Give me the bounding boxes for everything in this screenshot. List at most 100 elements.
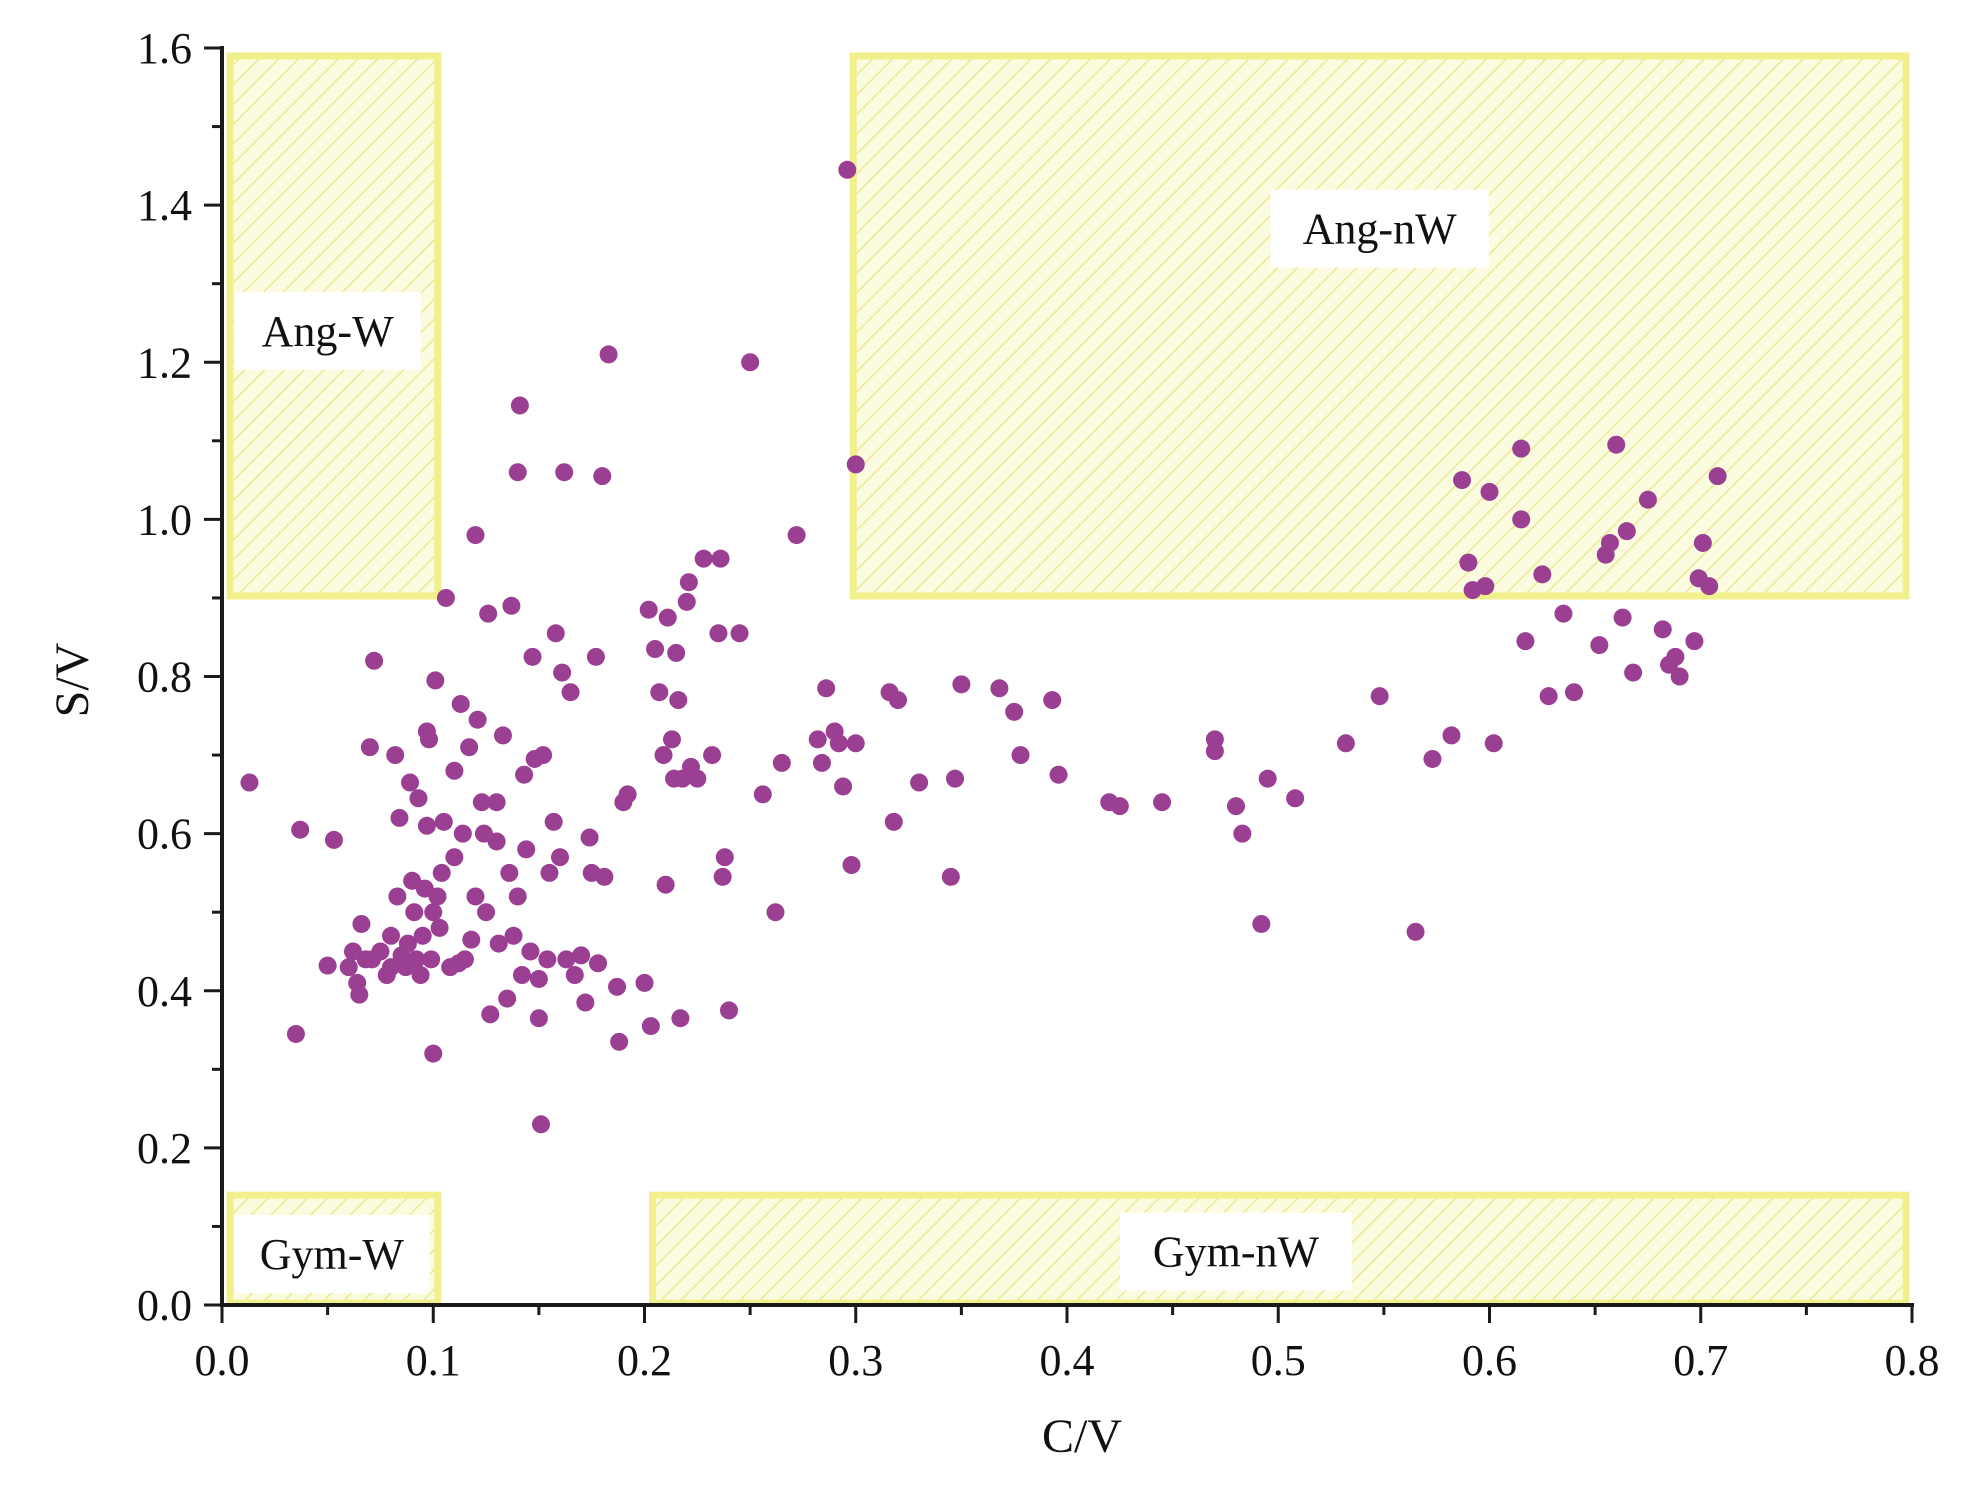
data-point [466, 887, 485, 906]
data-point [677, 592, 696, 611]
data-point [540, 863, 559, 882]
data-point [1011, 746, 1030, 765]
data-point [641, 1017, 660, 1036]
data-point [445, 848, 464, 867]
x-tick-label: 0.0 [195, 1336, 250, 1385]
data-point [417, 816, 436, 835]
data-point [599, 345, 618, 364]
data-point [1286, 789, 1305, 808]
data-point [1670, 667, 1689, 686]
data-point [1423, 749, 1442, 768]
data-point [589, 954, 608, 973]
data-point [1516, 632, 1535, 651]
data-point [812, 753, 831, 772]
data-point [572, 946, 591, 965]
region-label-bg [1120, 1212, 1352, 1291]
data-point [1539, 687, 1558, 706]
data-point [529, 1009, 548, 1028]
data-point [453, 824, 472, 843]
data-point [1370, 687, 1389, 706]
data-point [990, 679, 1009, 698]
data-point [1258, 769, 1277, 788]
data-point [508, 887, 527, 906]
data-point [608, 977, 627, 996]
data-point [1533, 565, 1552, 584]
data-point [715, 848, 734, 867]
data-point [941, 867, 960, 886]
data-point [386, 746, 405, 765]
data-point [426, 671, 445, 690]
x-axis-title: C/V [1042, 1410, 1122, 1463]
data-point [538, 950, 557, 969]
data-point [846, 734, 865, 753]
data-point [424, 903, 443, 922]
data-point [1617, 522, 1636, 541]
data-point [576, 993, 595, 1012]
x-tick-label: 0.3 [828, 1336, 883, 1385]
data-point [401, 773, 420, 792]
data-point [434, 812, 453, 831]
region-label-gym-w: Gym-W [260, 1230, 405, 1279]
data-point [1700, 577, 1719, 596]
data-point [510, 396, 529, 415]
data-point [240, 773, 259, 792]
data-point [428, 887, 447, 906]
data-point [1049, 765, 1068, 784]
data-point [551, 848, 569, 867]
data-point [460, 738, 479, 757]
data-point [688, 769, 707, 788]
data-point [610, 1032, 629, 1051]
data-point [1624, 663, 1643, 682]
data-point [711, 549, 730, 568]
data-point [472, 793, 491, 812]
data-point [838, 160, 857, 179]
data-point [669, 691, 688, 710]
data-point [662, 730, 681, 749]
data-point [658, 608, 677, 627]
data-point [498, 989, 517, 1008]
data-point [388, 887, 407, 906]
data-point [1600, 533, 1619, 552]
data-point [1613, 608, 1632, 627]
regions-layer: Ang-W Ang-nW Gym-W Gym-nW [226, 52, 1910, 1307]
data-point [462, 930, 481, 949]
y-tick-label: 1.2 [137, 338, 192, 387]
data-point [1708, 467, 1727, 486]
data-point [1484, 734, 1503, 753]
y-tick-label: 0.0 [137, 1281, 192, 1330]
data-point [817, 679, 836, 698]
y-tick-label: 1.6 [137, 24, 192, 73]
y-tick-label: 0.4 [137, 967, 192, 1016]
y-tick-label: 1.0 [137, 495, 192, 544]
data-point [477, 903, 496, 922]
data-point [1252, 914, 1271, 933]
data-point [515, 765, 534, 784]
data-point [694, 549, 713, 568]
data-point [557, 950, 576, 969]
y-tick-label: 0.6 [137, 810, 192, 859]
data-point [1685, 632, 1704, 651]
data-point [286, 1024, 305, 1043]
data-point [420, 730, 439, 749]
data-point [1666, 647, 1685, 666]
data-point [1005, 702, 1024, 721]
data-point [639, 600, 658, 619]
x-tick-label: 0.6 [1462, 1336, 1517, 1385]
data-point [1233, 824, 1252, 843]
data-point [493, 726, 512, 745]
data-point [352, 914, 371, 933]
data-point [952, 675, 971, 694]
data-point [350, 985, 369, 1004]
data-point [1336, 734, 1355, 753]
data-point [1607, 435, 1626, 454]
x-tick-label: 0.5 [1251, 1336, 1306, 1385]
data-point [650, 683, 669, 702]
y-tick-label: 1.4 [137, 181, 192, 230]
data-point [553, 663, 572, 682]
data-point [544, 812, 563, 831]
data-point [1153, 793, 1172, 812]
data-point [1459, 553, 1478, 572]
data-point [517, 840, 536, 859]
data-point [1110, 797, 1129, 816]
data-point [667, 643, 686, 662]
